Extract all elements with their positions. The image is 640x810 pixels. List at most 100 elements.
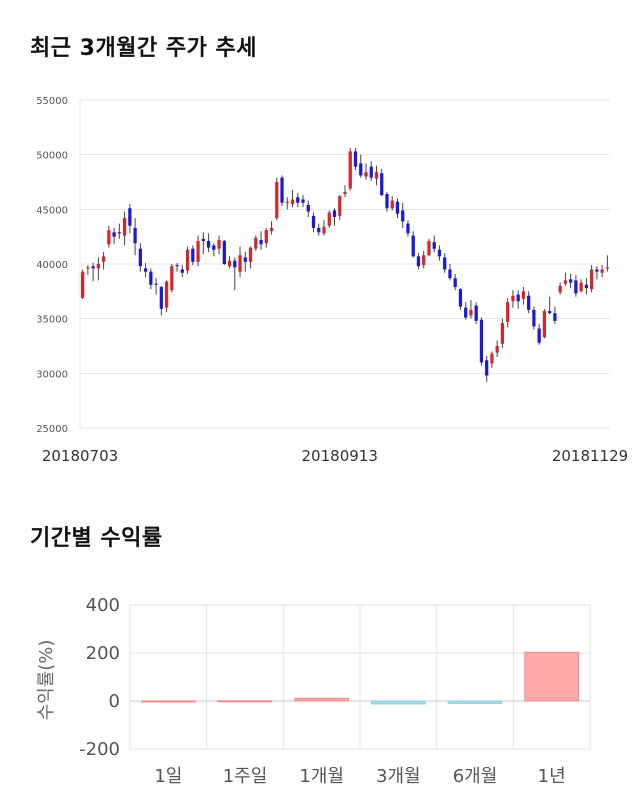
candle-body <box>395 201 400 214</box>
candle-body <box>401 210 405 222</box>
candle-body <box>490 353 494 364</box>
candle-body <box>107 230 111 245</box>
candle-body <box>427 241 431 256</box>
candle-body <box>243 257 247 262</box>
candle-body <box>458 289 463 307</box>
return-bar <box>294 697 350 702</box>
candle-body <box>563 280 568 284</box>
candle-body <box>469 309 473 316</box>
y-tick-label: 400 <box>86 595 120 616</box>
y-tick-label: 50000 <box>36 151 68 162</box>
candle-body <box>527 295 531 310</box>
candle-body <box>411 235 415 257</box>
candle-body <box>584 284 589 289</box>
candle-body <box>280 177 284 203</box>
candle-body <box>154 283 158 285</box>
candle-body <box>338 196 342 216</box>
candle-body <box>201 238 205 242</box>
candle-body <box>579 282 583 292</box>
category-label: 1일 <box>154 766 182 787</box>
candle-body <box>149 271 153 285</box>
category-label: 1개월 <box>299 766 344 787</box>
candle-body <box>380 173 384 196</box>
y-tick-label: 45000 <box>36 205 68 216</box>
candle-body <box>122 218 127 236</box>
stock-trend-title: 최근 3개월간 주가 추세 <box>30 36 257 61</box>
y-tick-label: 40000 <box>36 260 68 271</box>
return-bar <box>217 700 273 703</box>
candle-body <box>516 294 520 302</box>
candle-body <box>595 269 599 272</box>
candle-body <box>311 215 316 228</box>
candle-body <box>175 265 179 267</box>
candle-body <box>548 311 552 314</box>
candle-body <box>185 249 190 271</box>
x-date-label: 20180703 <box>42 447 118 465</box>
candle-body <box>264 230 268 244</box>
y-tick-label: 200 <box>86 643 120 664</box>
candle-body <box>254 237 258 249</box>
x-date-label: 20181129 <box>552 447 628 465</box>
y-tick-label: 30000 <box>36 369 68 380</box>
candle-body <box>101 256 106 262</box>
candle-body <box>117 232 121 234</box>
x-date-label: 20180913 <box>302 447 378 465</box>
y-tick-label: 55000 <box>36 96 68 107</box>
candle-body <box>416 256 421 267</box>
y-tick-label: 25000 <box>36 424 68 435</box>
candle-body <box>364 172 368 177</box>
candle-body <box>590 269 594 290</box>
candle-body <box>506 302 510 322</box>
y-axis-label: 수익률(%) <box>36 640 57 721</box>
candle-body <box>164 281 169 308</box>
candle-body <box>600 269 604 273</box>
candle-body <box>532 309 536 327</box>
candle-body <box>143 268 148 272</box>
candle-body <box>191 248 195 262</box>
y-tick-label: 0 <box>109 691 120 712</box>
candle-body <box>422 255 426 266</box>
candle-body <box>390 200 394 209</box>
return-bar <box>524 651 579 702</box>
candle-body <box>91 266 95 269</box>
candle-body <box>317 227 321 233</box>
candle-body <box>369 166 373 178</box>
candle-body <box>285 201 289 203</box>
candle-body <box>448 269 452 279</box>
candle-body <box>558 285 562 293</box>
candle-body <box>248 247 253 262</box>
candle-body <box>86 267 90 269</box>
candle-body <box>80 271 85 298</box>
candle-body <box>500 323 505 344</box>
candle-body <box>296 197 300 203</box>
candle-body <box>359 163 363 176</box>
candle-body <box>238 255 242 272</box>
y-tick-label: -200 <box>79 739 120 760</box>
candle-body <box>453 278 457 287</box>
candlestick-chart: 55000 50000 45000 40000 35000 30000 25000 20180… <box>36 96 628 465</box>
category-label: 1주일 <box>223 766 268 787</box>
candle-body <box>290 199 295 204</box>
candle-body <box>269 227 274 232</box>
candle-body <box>133 227 137 244</box>
candle-body <box>196 241 200 262</box>
return-bar <box>447 700 503 704</box>
candle-body <box>553 313 557 321</box>
candle-body <box>432 242 436 249</box>
candle-body <box>605 267 610 269</box>
candle-body <box>374 172 379 179</box>
y-tick-label: 35000 <box>36 315 68 326</box>
candle-body <box>138 248 142 267</box>
category-label: 6개월 <box>453 766 498 787</box>
candle-body <box>348 151 352 189</box>
candle-body <box>128 208 132 226</box>
candle-body <box>406 223 410 234</box>
candle-body <box>542 311 547 338</box>
candle-body <box>96 264 100 269</box>
candle-body <box>306 204 310 212</box>
candle-body <box>437 249 442 257</box>
candle-body <box>180 269 184 273</box>
return-bar <box>141 700 196 703</box>
candle-body <box>332 210 337 217</box>
